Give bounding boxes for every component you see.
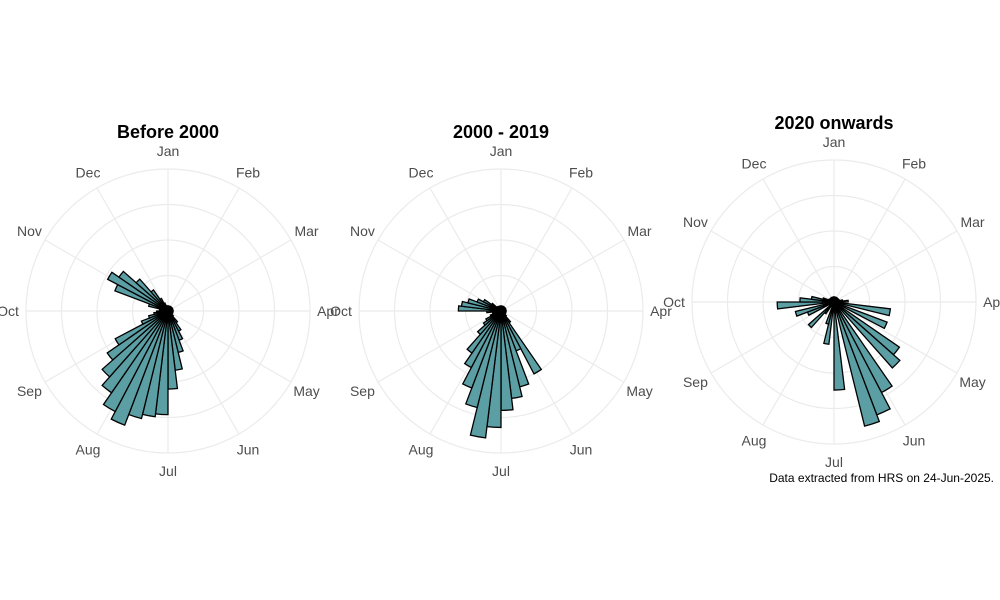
polar-bars (101, 270, 184, 427)
month-label-sep: Sep (17, 383, 42, 399)
grid-spoke-mar (500, 239, 625, 312)
month-label-nov: Nov (17, 223, 42, 239)
month-label-mar: Mar (960, 214, 984, 230)
bar-week-45 (118, 270, 169, 312)
month-label-oct: Oct (0, 303, 19, 319)
month-label-jun: Jun (237, 442, 260, 458)
month-labels: Jan Feb Mar Apr May Jun Jul Aug Sep Oct Nov Dec (663, 134, 1000, 470)
polar-panel-before-2000: Before 2000 Jan Feb Mar Apr May Jun Jul Aug Sep O… (0, 122, 339, 479)
month-label-jan: Jan (157, 143, 180, 159)
bar-week-31 (102, 310, 169, 413)
polar-panel-2020-onwards: 2020 onwards Jan Feb Mar Apr May Jun Jul Aug Sep… (663, 113, 1000, 470)
month-label-jul: Jul (492, 463, 510, 479)
bar-week-52 (832, 296, 835, 303)
grid-spoke-dec (762, 178, 835, 303)
month-label-aug: Aug (742, 433, 767, 449)
bar-week-52 (499, 305, 502, 312)
bar-week-24 (833, 301, 881, 427)
grid-spoke-dec (429, 187, 502, 312)
panel-title: 2020 onwards (774, 113, 893, 133)
grid-spoke-feb (167, 187, 240, 312)
grid-spoke-dec (96, 187, 169, 312)
grid-spoke-mar (833, 230, 958, 303)
month-label-dec: Dec (409, 164, 434, 180)
month-label-dec: Dec (742, 155, 767, 171)
month-label-oct: Oct (330, 303, 352, 319)
bar-week-36 (140, 310, 169, 326)
month-label-sep: Sep (683, 374, 708, 390)
month-label-feb: Feb (902, 155, 926, 171)
bar-week-30 (110, 310, 169, 427)
month-label-mar: Mar (627, 223, 651, 239)
month-label-nov: Nov (683, 214, 708, 230)
month-label-feb: Feb (569, 164, 593, 180)
data-source-caption: Data extracted from HRS on 24-Jun-2025. (769, 471, 994, 485)
month-label-may: May (959, 374, 985, 390)
grid-spoke-aug (762, 301, 835, 426)
month-label-oct: Oct (663, 294, 685, 310)
month-label-jun: Jun (903, 433, 926, 449)
grid-spoke-may (500, 310, 625, 383)
grid-spoke-sep (710, 301, 835, 374)
grid-spoke-may (833, 301, 958, 374)
month-label-nov: Nov (350, 223, 375, 239)
month-label-feb: Feb (236, 164, 260, 180)
grid-spoke-jun (167, 310, 240, 435)
grid-spoke-sep (377, 310, 502, 383)
month-label-apr: Apr (983, 294, 1000, 310)
bar-week-32 (101, 310, 169, 394)
month-label-jan: Jan (490, 143, 513, 159)
bar-week-15 (833, 301, 892, 317)
polar-bars (776, 295, 901, 427)
month-label-mar: Mar (294, 223, 318, 239)
polar-bars (457, 298, 543, 439)
bar-week-20 (833, 301, 901, 369)
bar-week-46 (135, 278, 169, 312)
month-label-apr: Apr (650, 303, 672, 319)
grid-spoke-mar (167, 239, 292, 312)
month-label-aug: Aug (409, 442, 434, 458)
month-labels: Jan Feb Mar Apr May Jun Jul Aug Sep Oct Nov Dec (330, 143, 672, 479)
panel-title: Before 2000 (117, 122, 219, 142)
month-label-jun: Jun (570, 442, 593, 458)
month-label-may: May (626, 383, 652, 399)
bar-week-22 (500, 310, 543, 375)
month-label-dec: Dec (76, 164, 101, 180)
bar-week-34 (106, 310, 169, 361)
bar-week-33 (101, 310, 169, 378)
polar-grid (691, 159, 977, 445)
polar-panel-2000-2019: 2000 - 2019 Jan Feb Mar Apr May Jun Jul Aug Sep O… (330, 122, 672, 479)
grid-spoke-nov (710, 230, 835, 303)
bar-week-29 (825, 301, 835, 325)
month-label-aug: Aug (76, 442, 101, 458)
month-label-jan: Jan (823, 134, 846, 150)
month-label-sep: Sep (350, 383, 375, 399)
grid-spoke-feb (833, 178, 906, 303)
grid-spoke-feb (500, 187, 573, 312)
bar-week-52 (166, 305, 169, 312)
month-label-jul: Jul (159, 463, 177, 479)
bar-week-37 (794, 301, 835, 317)
panel-title: 2000 - 2019 (453, 122, 549, 142)
grid-spoke-may (167, 310, 292, 383)
bar-week-35 (114, 310, 169, 346)
bar-week-39 (776, 301, 835, 310)
month-label-jul: Jul (825, 454, 843, 470)
month-label-apr: Apr (317, 303, 339, 319)
month-label-may: May (293, 383, 319, 399)
grid-spoke-nov (377, 239, 502, 312)
bar-week-17 (833, 301, 888, 330)
bar-week-26 (833, 301, 846, 391)
month-labels: Jan Feb Mar Apr May Jun Jul Aug Sep Oct Nov Dec (0, 143, 339, 479)
bar-week-33 (807, 301, 835, 329)
